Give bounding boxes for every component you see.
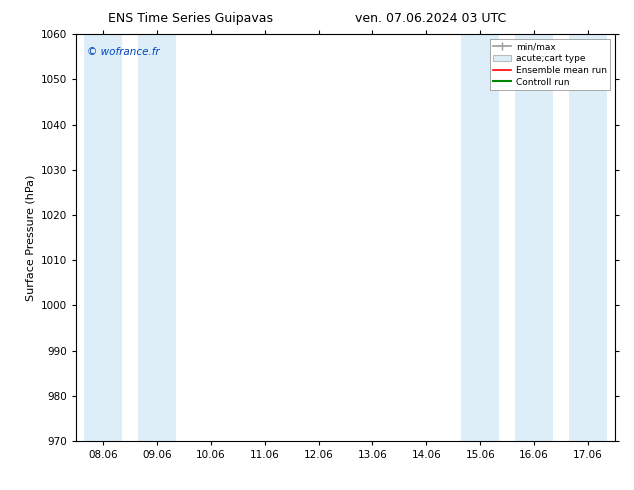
Text: ven. 07.06.2024 03 UTC: ven. 07.06.2024 03 UTC [356,12,507,25]
Legend: min/max, acute;cart type, Ensemble mean run, Controll run: min/max, acute;cart type, Ensemble mean … [489,39,611,90]
Bar [84,34,122,441]
Bar [138,34,176,441]
Text: ENS Time Series Guipavas: ENS Time Series Guipavas [108,12,273,25]
Bar [569,34,607,441]
Text: © wofrance.fr: © wofrance.fr [87,47,160,56]
Bar [515,34,553,441]
Y-axis label: Surface Pressure (hPa): Surface Pressure (hPa) [25,174,36,301]
Bar [462,34,499,441]
